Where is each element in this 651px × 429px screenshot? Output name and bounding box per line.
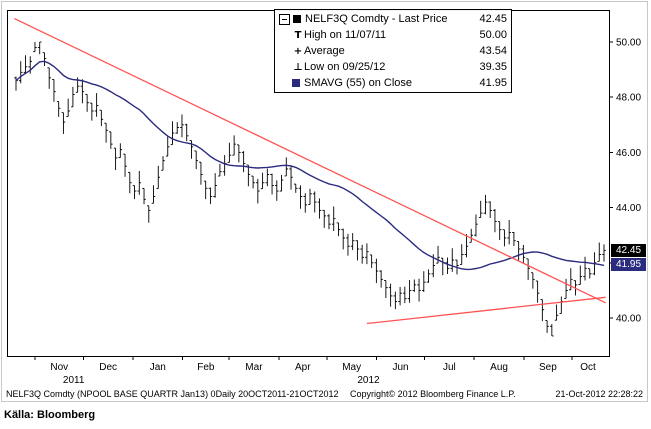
legend-collapse-icon[interactable] — [279, 13, 290, 25]
x-month-label: Sep — [539, 362, 557, 373]
high-tick-icon: T — [294, 29, 302, 41]
x-month-label: Oct — [580, 362, 596, 373]
x-month-label: May — [342, 362, 361, 373]
x-month-label: Jul — [443, 362, 456, 373]
legend-value: 39.35 — [479, 61, 507, 73]
legend-value: 43.54 — [479, 45, 507, 57]
x-month-label: Nov — [50, 362, 68, 373]
legend-row-5: SMAVG (55) on Close 41.95 — [279, 75, 507, 91]
chart-legend: NELF3Q Comdty - Last Price 42.45 T High on … — [274, 9, 512, 93]
legend-label: Low on 09/25/12 — [304, 61, 386, 73]
x-year-label: 2011 — [63, 375, 85, 386]
legend-row-2: T High on 11/07/11 50.00 — [279, 27, 507, 43]
legend-value: 41.95 — [479, 77, 507, 89]
black-square-icon — [293, 15, 301, 23]
last-price-badge: 42.45 — [611, 244, 646, 257]
x-month-label: Feb — [197, 362, 215, 373]
trendline-1 — [14, 17, 606, 304]
y-axis-label: 50.00 — [616, 38, 641, 49]
low-tick-icon: ⊥ — [293, 61, 303, 73]
legend-label: High on 11/07/11 — [304, 29, 387, 41]
legend-value: 42.45 — [479, 13, 507, 25]
y-axis-label: 40.00 — [616, 314, 641, 325]
legend-label: NELF3Q Comdty - Last Price — [305, 13, 448, 25]
x-month-label: Aug — [490, 362, 508, 373]
legend-row-1: NELF3Q Comdty - Last Price 42.45 — [279, 11, 507, 27]
y-axis-label: 48.00 — [616, 93, 641, 104]
legend-row-4: ⊥ Low on 09/25/12 39.35 — [279, 59, 507, 75]
smavg-badge: 41.95 — [611, 258, 646, 271]
avg-cross-icon: + — [293, 45, 303, 57]
trendline-2 — [366, 296, 606, 325]
legend-label: Average — [304, 45, 345, 57]
legend-label: SMAVG (55) on Close — [304, 77, 413, 89]
x-year-label: 2012 — [357, 375, 380, 386]
legend-value: 50.00 — [479, 29, 507, 41]
x-month-label: Mar — [245, 362, 263, 373]
smavg-line — [15, 60, 605, 271]
footer-timestamp: 21-Oct-2012 22:28:22 — [555, 389, 643, 399]
x-month-label: Apr — [295, 362, 311, 373]
y-axis-label: 46.00 — [616, 148, 641, 159]
y-axis-label: 44.00 — [616, 203, 641, 214]
footer-instrument-range: NELF3Q Comdty (NPOOL BASE QUARTR Jan13) … — [6, 389, 339, 399]
x-month-label: Jun — [392, 362, 408, 373]
source-caption: Källa: Bloomberg — [4, 409, 96, 421]
ohlc-bars — [14, 41, 606, 337]
bloomberg-chart: 40.0042.0044.0046.0048.0050.00NovDecJanF… — [1, 1, 648, 402]
legend-row-3: + Average 43.54 — [279, 43, 507, 59]
navy-square-icon — [292, 79, 300, 87]
footer-copyright: Copyright© 2012 Bloomberg Finance L.P. — [350, 389, 516, 399]
x-month-label: Dec — [99, 362, 117, 373]
x-month-label: Jan — [150, 362, 166, 373]
